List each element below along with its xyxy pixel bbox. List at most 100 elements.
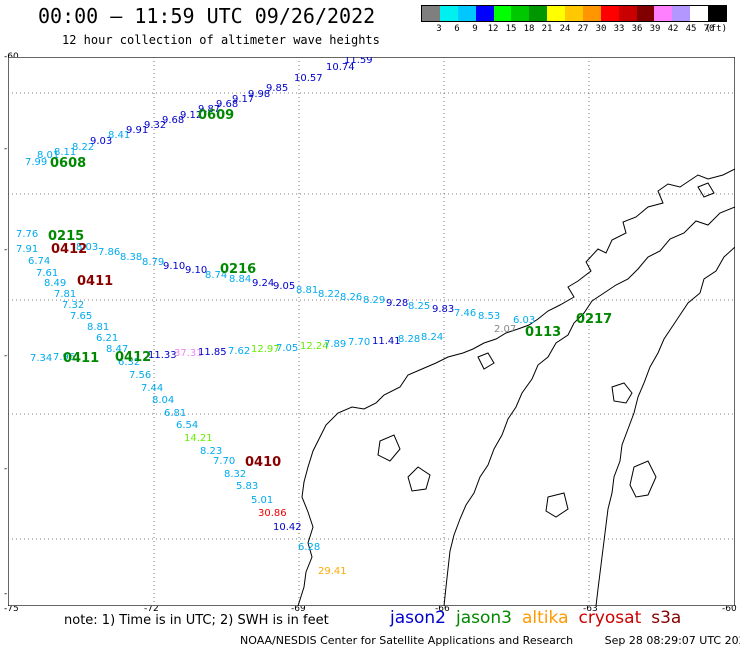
lon-label: -69: [291, 604, 306, 614]
legend-tick-label: 12: [487, 24, 499, 34]
wave-height-label: 8.01: [37, 150, 59, 161]
wave-height-label: 9.98: [248, 89, 270, 100]
legend-swatches: [421, 5, 727, 22]
wave-height-label: 7.99: [25, 157, 47, 168]
wave-height-label: 8.22: [72, 142, 94, 153]
wave-height-label: 7.86: [98, 247, 120, 258]
wave-height-label: 6.54: [176, 420, 198, 431]
wave-height-label: 9.87: [198, 104, 220, 115]
wave-height-label: 8.81: [296, 285, 318, 296]
pass-time-label: 0216: [220, 262, 256, 277]
pass-time-label: 0608: [50, 156, 86, 171]
wave-height-label: 8.38: [120, 252, 142, 263]
wave-height-label: 9.32: [144, 120, 166, 131]
wave-height-label: 8.23: [200, 446, 222, 457]
wave-height-label: 8.41: [108, 130, 130, 141]
wave-height-label: 7.70: [348, 337, 370, 348]
wave-height-label: 9.85: [266, 83, 288, 94]
wave-height-label: 7.34: [30, 353, 52, 364]
wave-height-label: 8.24: [421, 332, 443, 343]
legend-swatch: [636, 6, 655, 21]
wave-height-label: 8.29: [363, 295, 385, 306]
satellite-name: cryosat: [578, 608, 642, 628]
wave-height-label: 8.11: [54, 147, 76, 158]
pass-time-label: 0411: [77, 274, 113, 289]
legend-swatch: [457, 6, 476, 21]
legend-swatch: [529, 6, 548, 21]
wave-height-label: 9.28: [386, 298, 408, 309]
wave-height-label: 7.76: [16, 229, 38, 240]
legend-tick-label: 3: [436, 24, 442, 34]
credit-text: NOAA/NESDIS Center for Satellite Applica…: [240, 634, 574, 647]
wave-height-label: 11.85: [198, 347, 227, 358]
wave-height-label: 29.41: [318, 566, 347, 577]
legend-swatch: [582, 6, 601, 21]
wave-height-label: 7.96: [53, 352, 75, 363]
legend-swatch: [565, 6, 583, 21]
satellite-name: jason3: [456, 608, 512, 628]
coastline: [297, 168, 735, 606]
legend-tick-label: 33: [613, 24, 625, 34]
wave-height-label: 7.89: [324, 339, 346, 350]
wave-height-label: 8.22: [318, 289, 340, 300]
wave-height-label: 6.21: [96, 333, 118, 344]
pass-time-label: 0410: [245, 455, 281, 470]
credit-line: NOAA/NESDIS Center for Satellite Applica…: [240, 634, 740, 647]
color-legend: 3 6 9 12 15 18 21 24 27 30 33 36 39 42 45 70 (ft): [421, 5, 727, 37]
wave-height-label: 11.33: [148, 350, 177, 361]
wave-height-label: 7.70: [213, 456, 235, 467]
legend-tick-label: 27: [577, 24, 589, 34]
wave-height-label: 9.03: [90, 136, 112, 147]
legend-tick-label: 24: [559, 24, 571, 34]
wave-height-label: 30.86: [258, 508, 287, 519]
legend-swatch: [511, 6, 530, 21]
wave-height-label: 8.53: [478, 311, 500, 322]
wave-height-label: 6.81: [164, 408, 186, 419]
wave-height-label: 12.24: [300, 341, 329, 352]
legend-tick-label: 70: [703, 24, 715, 34]
legend-tick-label: 30: [595, 24, 607, 34]
wave-height-label: 7.61: [36, 268, 58, 279]
wave-height-label: 8.84: [229, 274, 251, 285]
legend-swatch: [600, 6, 619, 21]
wave-height-label: 10.57: [294, 73, 323, 84]
legend-swatch: [422, 6, 440, 21]
legend-unit: (ft): [705, 24, 727, 34]
page-title: 00:00 – 11:59 UTC 09/26/2022: [38, 4, 376, 28]
wave-height-label: 7.46: [454, 308, 476, 319]
satellite-name: altika: [522, 608, 569, 628]
page-subtitle: 12 hour collection of altimeter wave hei…: [62, 33, 380, 47]
wave-height-label: 8.79: [142, 257, 164, 268]
wave-height-label: 12.97: [251, 344, 280, 355]
footnote: note: 1) Time is in UTC; 2) SWH is in fe…: [64, 613, 329, 628]
legend-swatch: [672, 6, 691, 21]
wave-height-label: 8.74: [205, 270, 227, 281]
timestamp: Sep 28 08:29:07 UTC 2022: [604, 634, 740, 647]
wave-height-label: 7.91: [16, 244, 38, 255]
wave-height-label: 8.32: [224, 469, 246, 480]
wave-height-label: 37.31: [174, 348, 203, 359]
legend-tick-label: 15: [505, 24, 517, 34]
legend-swatch: [690, 6, 708, 21]
wave-height-label: 6.32: [118, 357, 140, 368]
lon-label: -75: [4, 604, 19, 614]
wave-height-label: 8.28: [398, 334, 420, 345]
wave-height-label: 9.10: [185, 265, 207, 276]
wave-height-label: 7.62: [228, 346, 250, 357]
wave-height-label: 5.83: [236, 481, 258, 492]
wave-height-label: 7.81: [54, 289, 76, 300]
wave-height-label: 8.81: [87, 322, 109, 333]
wave-height-label: 7.56: [129, 370, 151, 381]
lon-label: -66: [435, 604, 450, 614]
wave-height-label: 11.41: [372, 336, 401, 347]
track-labels: 7.998.018.118.229.038.419.919.329.689.12…: [16, 57, 535, 577]
wave-height-label: 10.42: [273, 522, 302, 533]
wave-height-label: 7.05: [276, 343, 298, 354]
legend-tick-label: 39: [649, 24, 661, 34]
lon-label: -63: [583, 604, 598, 614]
wave-height-label: 2.07: [494, 324, 516, 335]
wave-height-label: 10.74: [326, 62, 355, 73]
wave-height-map: 7.998.018.118.229.038.419.919.329.689.12…: [8, 57, 735, 606]
pass-time-label: 0113: [525, 325, 561, 340]
legend-tick-label: 6: [454, 24, 460, 34]
